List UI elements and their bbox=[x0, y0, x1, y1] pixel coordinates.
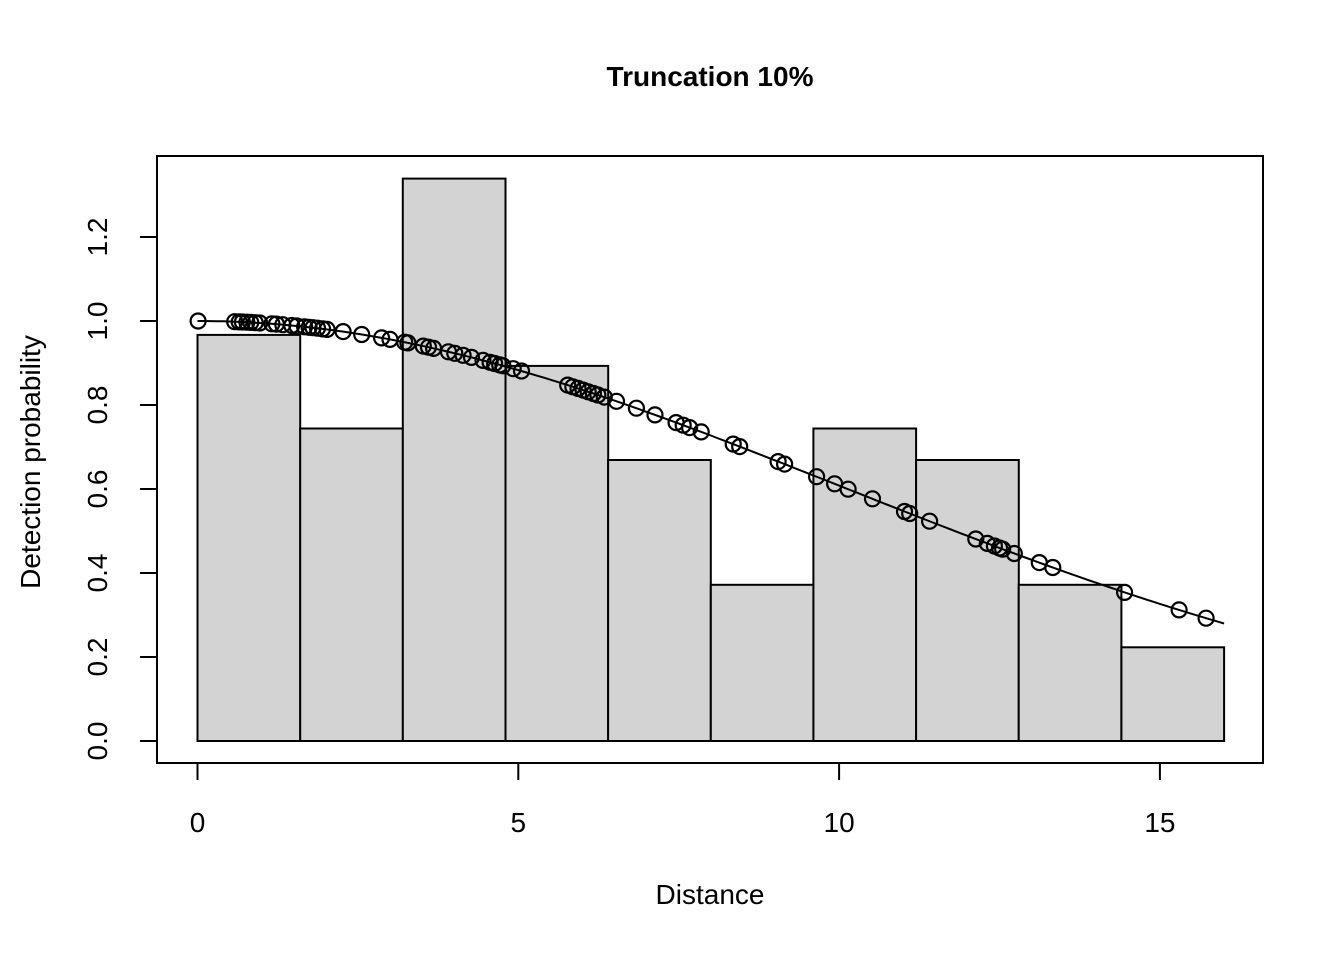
observed-point-marker bbox=[512, 362, 531, 380]
histogram-bar bbox=[504, 364, 610, 742]
observed-point-marker bbox=[920, 512, 939, 530]
histogram-bar bbox=[812, 427, 918, 742]
observed-point-marker bbox=[967, 530, 985, 548]
x-tick-label: 10 bbox=[824, 807, 855, 838]
observed-point-marker bbox=[692, 423, 710, 441]
y-tick-label: 0.6 bbox=[82, 470, 113, 509]
observed-point-marker bbox=[494, 357, 512, 375]
observed-point-marker bbox=[462, 348, 481, 366]
x-tick-label: 15 bbox=[1144, 807, 1175, 838]
observed-point-marker bbox=[288, 317, 306, 335]
observed-point-marker bbox=[1044, 558, 1062, 577]
observed-point-marker bbox=[680, 419, 699, 437]
observed-point-marker bbox=[646, 406, 664, 424]
observed-point-marker bbox=[839, 480, 857, 498]
observed-point-marker bbox=[1197, 609, 1215, 627]
y-tick-label: 0.0 bbox=[82, 722, 113, 761]
observed-point-marker bbox=[334, 323, 352, 341]
observed-point-marker bbox=[504, 360, 522, 378]
observed-point-marker bbox=[318, 320, 336, 338]
y-tick-label: 1.0 bbox=[82, 302, 113, 341]
observed-point-marker bbox=[627, 399, 646, 417]
observed-point-marker bbox=[189, 312, 207, 330]
observed-point-marker bbox=[373, 329, 391, 347]
observed-point-marker bbox=[1170, 601, 1188, 619]
observed-point-marker bbox=[595, 388, 613, 406]
observed-point-marker bbox=[1005, 544, 1023, 563]
histogram-bar bbox=[1120, 646, 1226, 742]
plot-border bbox=[156, 155, 1264, 764]
chart-title: Truncation 10% bbox=[606, 61, 814, 92]
histogram-bar bbox=[1017, 583, 1123, 742]
observed-point-marker bbox=[1115, 583, 1134, 602]
y-axis-label: Detection probability bbox=[15, 335, 46, 589]
observed-point-marker bbox=[283, 316, 301, 335]
observed-point-marker bbox=[994, 540, 1012, 558]
y-tick-label: 0.4 bbox=[82, 554, 113, 593]
observed-point-marker bbox=[446, 344, 464, 362]
observed-point-marker bbox=[731, 438, 749, 456]
observed-point-marker bbox=[454, 346, 472, 364]
observed-point-marker bbox=[607, 392, 626, 410]
observed-point-marker bbox=[775, 455, 794, 473]
y-tick-label: 0.2 bbox=[82, 638, 113, 677]
observed-point-marker bbox=[353, 325, 371, 344]
observed-point-marker bbox=[807, 468, 826, 486]
histogram-bar bbox=[607, 459, 712, 742]
histogram-bar bbox=[401, 177, 507, 743]
histogram-bar bbox=[196, 333, 302, 742]
y-tick-label: 1.2 bbox=[82, 218, 113, 257]
observed-point-marker bbox=[863, 490, 882, 508]
x-tick-label: 5 bbox=[511, 807, 527, 838]
histogram-bar bbox=[299, 427, 404, 742]
observed-point-marker bbox=[251, 314, 269, 332]
observed-point-marker bbox=[901, 504, 919, 523]
x-axis-label: Distance bbox=[655, 879, 765, 910]
y-tick-label: 0.8 bbox=[82, 386, 113, 425]
histogram-bar bbox=[915, 459, 1020, 742]
observed-point-marker bbox=[474, 351, 492, 369]
x-tick-label: 0 bbox=[190, 807, 206, 838]
histogram-bar bbox=[709, 583, 815, 742]
